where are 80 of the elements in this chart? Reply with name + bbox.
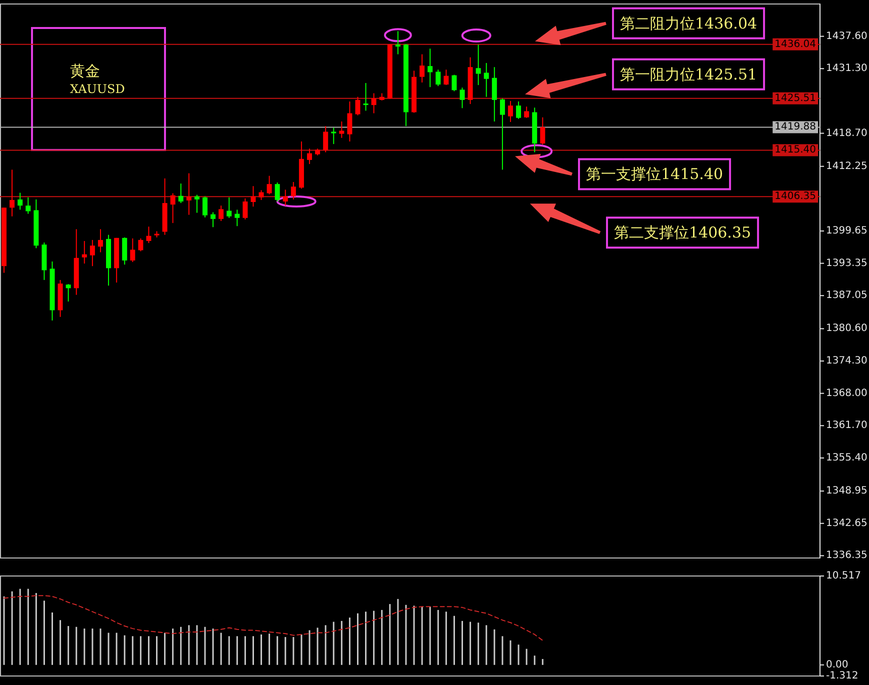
line-series (4, 595, 544, 641)
ref-line-label: 1425.51 (774, 92, 816, 104)
ref-line-label: 1436.04 (774, 38, 816, 50)
y-tick-label: 1437.60 (826, 30, 868, 42)
candlestick (420, 54, 425, 83)
candlestick (130, 238, 136, 263)
candlestick (138, 238, 144, 252)
candlestick (436, 69, 441, 87)
candlestick (210, 212, 216, 228)
y-tick-label: 1393.35 (826, 258, 868, 269)
text: XAUUSD (70, 82, 125, 96)
candlestick (170, 192, 176, 224)
candlestick (428, 48, 433, 88)
candlestick (98, 228, 103, 253)
candlestick (26, 196, 31, 214)
candlestick (290, 182, 296, 200)
y-tick-label: 0.00 (826, 659, 848, 670)
candlestick (307, 148, 312, 165)
candlestick (476, 44, 481, 86)
candlestick (218, 205, 224, 222)
candlestick (66, 284, 71, 302)
ref-line-label: 1415.40 (774, 144, 816, 156)
candlestick (258, 190, 264, 200)
candlestick (371, 92, 376, 114)
candlestick (226, 196, 232, 218)
candlestick (82, 240, 87, 264)
candlestick (250, 186, 256, 208)
candlestick (282, 189, 288, 206)
candlestick (484, 62, 489, 98)
candlestick (395, 30, 400, 55)
candlestick (194, 194, 200, 214)
annotation: 第一阻力位1425.51 (620, 65, 758, 84)
candlestick (234, 209, 240, 227)
y-tick-label: 1431.30 (826, 63, 868, 74)
candlestick (202, 196, 208, 218)
candlestick (452, 74, 457, 92)
candlestick (363, 82, 368, 112)
y-tick-label: 1380.60 (826, 323, 868, 334)
candlestick (331, 127, 336, 145)
candlestick (122, 236, 128, 266)
candlestick (347, 100, 352, 142)
candlestick (178, 183, 184, 204)
y-tick-label: 10.517 (826, 570, 861, 582)
y-tick-label: 1374.30 (826, 356, 868, 367)
annotation: 第二支撑位1406.35 (614, 224, 752, 242)
annotation: 第二阻力位1436.04 (620, 14, 758, 32)
candlestick (500, 98, 505, 170)
y-tick-label: 1336.35 (826, 550, 868, 562)
candlestick (323, 126, 328, 153)
candlestick (339, 120, 344, 138)
candlestick (274, 182, 280, 202)
candlestick (524, 106, 530, 118)
candlestick (460, 87, 465, 109)
candlestick (18, 192, 23, 210)
ref-line-label: 1406.35 (774, 191, 816, 202)
candlestick (146, 226, 152, 244)
y-tick-label: 1368.00 (826, 388, 868, 399)
candlestick (10, 169, 15, 217)
y-tick-label: 1361.70 (826, 420, 868, 432)
candlestick (90, 239, 95, 267)
ref-line-label: 1419.88 (774, 122, 816, 133)
candlestick (355, 96, 360, 116)
candlestick (540, 116, 546, 146)
candlestick (508, 100, 513, 122)
y-tick-label: 1399.65 (826, 225, 868, 236)
y-tick-label: 1342.65 (826, 518, 868, 529)
candlestick (266, 175, 272, 195)
candlestick (492, 66, 497, 122)
candlestick (242, 198, 248, 220)
annotation: 第一支撑位1415.40 (586, 165, 724, 184)
candlestick (516, 100, 522, 120)
y-tick-label: 1355.40 (826, 452, 868, 464)
text: 黄金 (70, 62, 100, 80)
y-tick-label: -1.312 (826, 670, 858, 682)
y-tick-label: 1412.25 (826, 160, 868, 172)
y-tick-label: 1387.05 (826, 290, 868, 302)
candlestick (444, 69, 449, 86)
y-tick-label: 1418.70 (826, 128, 868, 139)
candlestick (186, 172, 192, 216)
y-tick-label: 1348.95 (826, 486, 868, 497)
